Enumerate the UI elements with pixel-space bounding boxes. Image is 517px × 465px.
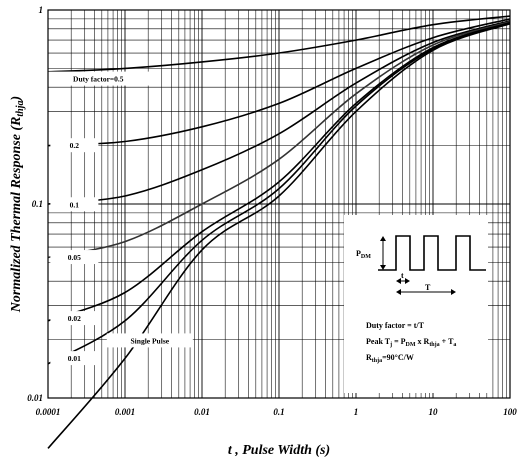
period-label: T xyxy=(425,283,431,292)
y-tick-label: 1 xyxy=(39,5,44,15)
t-label: t xyxy=(401,271,404,280)
x-tick-label: 10 xyxy=(429,407,439,417)
series-label-background xyxy=(39,71,158,86)
series-label-background xyxy=(50,197,99,212)
peak-tj-formula: Peak Tj = PDM x Rthja + Ta xyxy=(366,337,456,348)
curve-0-01 xyxy=(47,21,511,365)
x-tick-label: 0.0001 xyxy=(36,407,61,417)
series-label-background xyxy=(106,333,193,348)
rthja-value: Rthja=90°C/W xyxy=(366,353,414,364)
series-label: Duty factor=0.5 xyxy=(73,75,124,84)
series-label-background xyxy=(50,250,99,265)
x-axis-title: t , Pulse Width (s) xyxy=(228,443,330,458)
plot-frame xyxy=(47,9,511,399)
y-axis-title: Normalized Thermal Response (Rthja) xyxy=(9,96,26,313)
curve-single-pulse xyxy=(47,22,511,449)
series-label-boxes: Duty factor=0.5 0.2 0.1 0.05 0.02 0.01 Single … xyxy=(39,71,193,366)
y-tick-label: 0.01 xyxy=(27,393,43,403)
curve-0-05 xyxy=(47,20,511,259)
annotation-background xyxy=(344,215,488,393)
series-label-background xyxy=(50,311,99,326)
series-label-background xyxy=(50,351,99,366)
pulse-waveform xyxy=(378,235,486,271)
x-tick-label: 1 xyxy=(354,407,359,417)
series-label: 0.05 xyxy=(68,253,81,262)
series-curves xyxy=(47,15,511,449)
series-label: 0.2 xyxy=(70,141,80,150)
curve-0-02 xyxy=(47,21,511,322)
series-label: 0.02 xyxy=(68,314,81,323)
series-label: 0.01 xyxy=(68,354,81,363)
x-tick-label: 0.01 xyxy=(194,407,210,417)
tick-labels: 0.0001 0.001 0.01 0.1 1 10 100 1 0.1 0.01 xyxy=(27,5,517,417)
curve-0-1 xyxy=(47,20,511,205)
t-arrowheads xyxy=(396,278,410,284)
x-tick-label: 0.1 xyxy=(273,407,284,417)
y-tick-label: 0.1 xyxy=(32,199,43,209)
pdm-label: PDM xyxy=(356,249,371,260)
series-label: 0.1 xyxy=(70,200,80,209)
x-tick-label: 100 xyxy=(503,407,517,417)
x-tick-label: 0.001 xyxy=(115,407,135,417)
series-label-background xyxy=(50,138,99,153)
curve-0-2 xyxy=(47,18,511,147)
duty-factor-formula: Duty factor = t/T xyxy=(366,321,425,330)
series-label: Single Pulse xyxy=(131,336,170,345)
curve-duty-factor-0-5 xyxy=(47,15,511,73)
annotation-box: PDM t T Duty factor = t/T Peak Tj = PDM … xyxy=(344,215,488,393)
